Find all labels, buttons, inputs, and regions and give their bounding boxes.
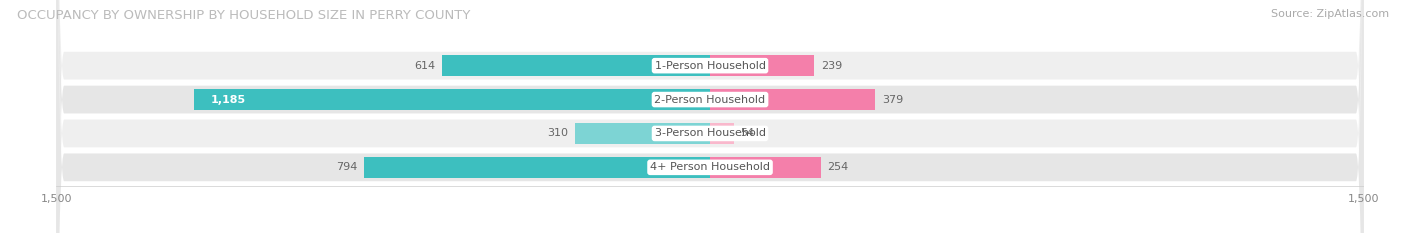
Text: 254: 254 [827, 162, 849, 172]
Text: 239: 239 [821, 61, 842, 71]
Text: 2-Person Household: 2-Person Household [654, 95, 766, 105]
Text: 1,185: 1,185 [211, 95, 246, 105]
FancyBboxPatch shape [56, 0, 1364, 233]
Bar [710, 157, 821, 178]
Bar [710, 55, 814, 76]
Text: 379: 379 [882, 95, 903, 105]
Text: 614: 614 [415, 61, 436, 71]
Text: 794: 794 [336, 162, 357, 172]
Bar [194, 89, 710, 110]
Text: 4+ Person Household: 4+ Person Household [650, 162, 770, 172]
Text: 3-Person Household: 3-Person Household [655, 128, 765, 138]
FancyBboxPatch shape [56, 0, 1364, 233]
Text: Source: ZipAtlas.com: Source: ZipAtlas.com [1271, 9, 1389, 19]
FancyBboxPatch shape [56, 0, 1364, 233]
Bar [710, 89, 875, 110]
Bar [364, 157, 710, 178]
FancyBboxPatch shape [56, 0, 1364, 233]
Text: OCCUPANCY BY OWNERSHIP BY HOUSEHOLD SIZE IN PERRY COUNTY: OCCUPANCY BY OWNERSHIP BY HOUSEHOLD SIZE… [17, 9, 470, 22]
Bar [575, 123, 710, 144]
Text: 54: 54 [740, 128, 754, 138]
Bar [710, 123, 734, 144]
Bar [443, 55, 710, 76]
Text: 1-Person Household: 1-Person Household [655, 61, 765, 71]
Text: 310: 310 [547, 128, 568, 138]
